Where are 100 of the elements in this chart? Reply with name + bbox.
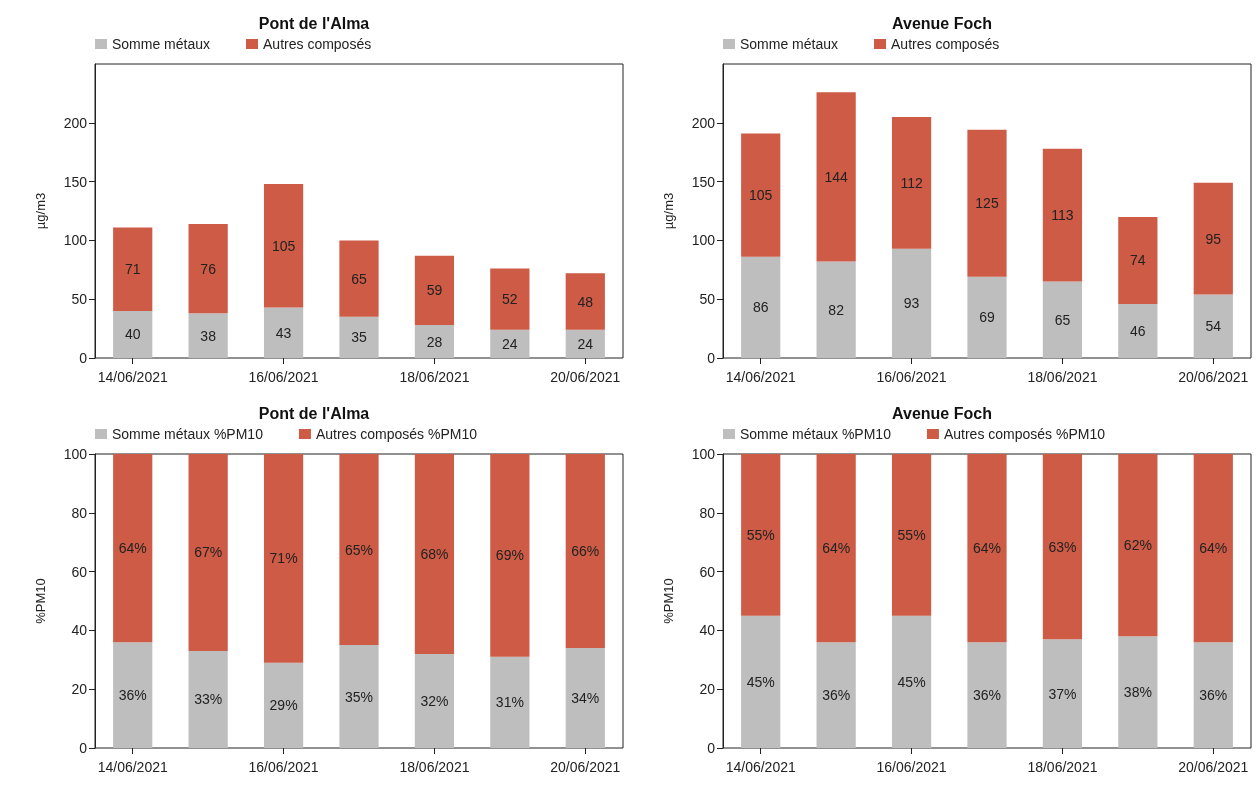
data-label: 38: [200, 327, 217, 344]
y-tick-label: 20: [699, 681, 716, 698]
bar: [816, 642, 856, 748]
legend-label: Autres composés %PM10: [943, 426, 1106, 442]
data-label: 46: [1130, 322, 1146, 339]
bar: [816, 454, 856, 643]
data-label: 76: [200, 260, 217, 277]
data-label: 48: [577, 293, 594, 310]
legend-label: Somme métaux: [112, 36, 211, 52]
x-tick-label: 16/06/2021: [248, 759, 319, 775]
bar: [741, 615, 781, 748]
bar: [339, 645, 379, 748]
bar: [490, 454, 530, 657]
data-label: 144: [824, 168, 849, 185]
bar: [414, 653, 455, 748]
data-label: 43: [275, 324, 292, 341]
x-tick-label: 18/06/2021: [399, 759, 470, 775]
y-tick-label: 50: [699, 291, 716, 308]
bar: [816, 261, 856, 358]
data-label: 32%: [420, 692, 449, 709]
data-label: 36%: [972, 687, 1002, 704]
x-tick-label: 14/06/2021: [97, 369, 168, 385]
legend-label: Somme métaux %PM10: [112, 426, 264, 442]
y-tick-label: 60: [71, 563, 88, 580]
legend-label: Autres composés: [263, 36, 372, 52]
data-label: 29%: [269, 697, 298, 714]
bar: [1042, 639, 1083, 748]
data-label: 63%: [1048, 538, 1077, 555]
bar: [263, 454, 304, 663]
x-tick-label: 18/06/2021: [1027, 369, 1098, 385]
data-label: 36%: [118, 687, 147, 704]
y-tick-label: 100: [63, 232, 88, 249]
bar: [565, 329, 605, 358]
bar: [1193, 294, 1233, 358]
bar: [263, 662, 304, 748]
data-label: 34%: [571, 690, 600, 707]
legend-label: Somme métaux %PM10: [740, 426, 892, 442]
data-label: 35%: [344, 688, 374, 705]
data-label: 66%: [571, 543, 600, 560]
data-label: 36%: [822, 687, 851, 704]
x-tick-label: 16/06/2021: [876, 759, 947, 775]
bar: [967, 454, 1007, 643]
bar: [490, 268, 530, 330]
bar: [1042, 148, 1083, 282]
data-label: 64%: [972, 540, 1002, 557]
bar: [113, 227, 153, 311]
bar: [339, 454, 379, 646]
data-label: 24: [502, 335, 518, 352]
data-label: 54: [1205, 318, 1222, 335]
y-tick-label: 80: [699, 504, 716, 521]
bar: [1118, 454, 1158, 637]
data-label: 45%: [897, 673, 926, 690]
data-label: 105: [749, 187, 773, 204]
bar: [967, 276, 1007, 358]
chart-title: Avenue Foch: [892, 404, 992, 422]
data-label: 36%: [1199, 687, 1228, 704]
chart-title: Pont de l'Alma: [258, 404, 370, 422]
bar: [490, 656, 530, 748]
data-label: 45%: [746, 673, 775, 690]
data-label: 35: [351, 329, 367, 346]
y-tick-label: 20: [71, 681, 88, 698]
data-label: 33%: [194, 691, 223, 708]
bar: [1193, 642, 1233, 748]
bar: [967, 642, 1007, 748]
data-label: 28: [426, 333, 443, 350]
y-tick-label: 50: [71, 291, 88, 308]
bar: [490, 329, 530, 358]
bar: [113, 310, 153, 358]
chart-title: Pont de l'Alma: [258, 14, 370, 32]
data-label: 38%: [1123, 684, 1152, 701]
data-label: 112: [900, 174, 923, 191]
bar: [263, 183, 304, 308]
data-label: 55%: [746, 526, 775, 543]
data-label: 95: [1205, 230, 1222, 247]
bar: [816, 92, 856, 262]
y-tick-label: 100: [691, 232, 716, 249]
x-tick-label: 20/06/2021: [1178, 369, 1249, 385]
data-label: 65%: [344, 541, 374, 558]
x-tick-label: 20/06/2021: [550, 369, 621, 385]
data-label: 64%: [822, 540, 851, 557]
bar: [891, 615, 932, 748]
y-tick-label: 100: [691, 446, 716, 462]
data-label: 24: [577, 335, 594, 352]
y-axis-title: %PM10: [661, 578, 676, 624]
x-tick-label: 20/06/2021: [1178, 759, 1249, 775]
y-tick-label: 200: [691, 114, 716, 131]
bar: [1118, 636, 1158, 748]
y-axis-title: %PM10: [33, 578, 48, 624]
data-label: 40: [124, 326, 141, 343]
y-tick-label: 150: [63, 173, 88, 190]
bar: [188, 454, 228, 651]
bar: [414, 454, 455, 654]
bar: [339, 316, 379, 358]
data-label: 105: [271, 237, 296, 254]
y-tick-label: 60: [699, 563, 716, 580]
data-label: 82: [828, 301, 845, 318]
data-label: 59: [426, 282, 443, 299]
bar: [1118, 216, 1158, 304]
bar: [891, 116, 932, 249]
y-tick-label: 40: [699, 622, 716, 639]
